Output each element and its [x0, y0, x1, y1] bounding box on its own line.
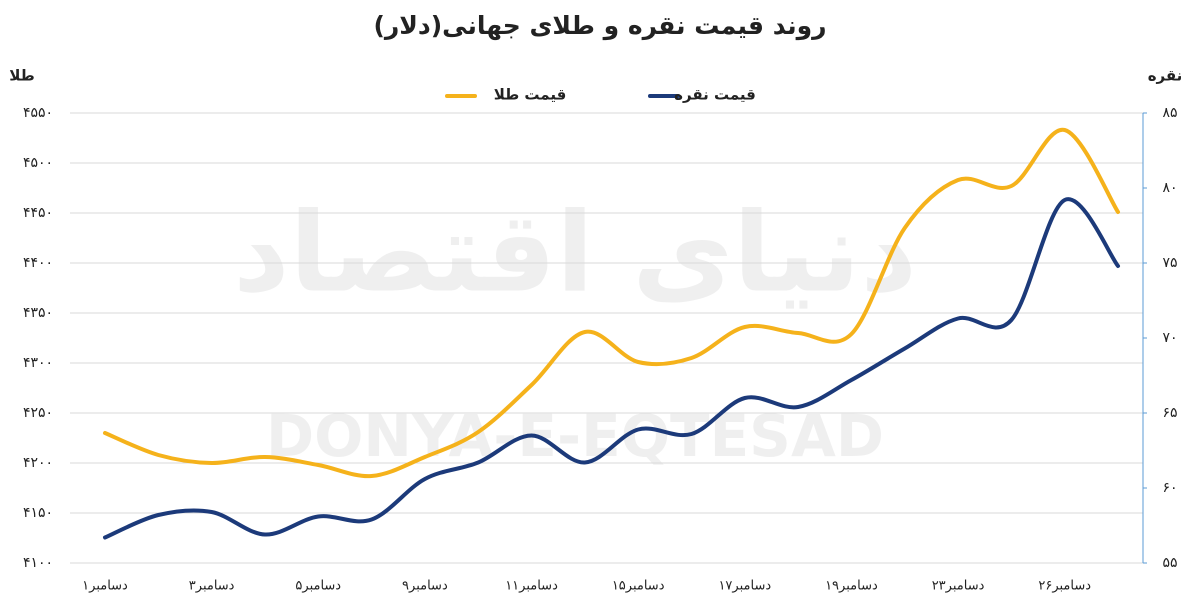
y2-tick-label: ۸۰ — [1162, 180, 1177, 196]
y-tick-label: ۴۱۵۰ — [23, 505, 53, 521]
x-tick-label: ۳دسامبر — [189, 579, 235, 594]
x-tick-label: ۱۵دسامبر — [612, 579, 665, 594]
x-tick-label: ۲۳دسامبر — [932, 579, 985, 594]
x-tick-label: ۱دسامبر — [82, 579, 128, 594]
y-tick-label: ۴۱۰۰ — [23, 555, 53, 571]
x-tick-label: ۱۱دسامبر — [505, 579, 558, 594]
y-tick-label: ۴۲۵۰ — [23, 405, 53, 421]
y2-tick-label: ۶۰ — [1162, 480, 1177, 496]
x-tick-label: ۵دسامبر — [295, 579, 341, 594]
y-tick-label: ۴۳۰۰ — [23, 355, 53, 371]
y-tick-label: ۴۵۰۰ — [23, 155, 53, 171]
y2-tick-label: ۷۰ — [1162, 330, 1177, 346]
line-series — [103, 127, 1120, 479]
y-tick-label: ۴۴۵۰ — [23, 205, 53, 221]
y2-tick-label: ۷۵ — [1162, 255, 1177, 271]
y-tick-label: ۴۲۰۰ — [23, 455, 53, 471]
y-tick-label: ۴۳۵۰ — [23, 305, 53, 321]
legend-label: قیمت نقره — [674, 86, 756, 104]
x-tick-label: ۲۶دسامبر — [1038, 579, 1091, 594]
line-series — [103, 197, 1120, 540]
legend-label: قیمت طلا — [494, 86, 567, 104]
watermark-logo: دنیای اقتصاد — [233, 188, 917, 316]
y2-tick-label: ۵۵ — [1162, 555, 1177, 571]
y2-tick-label: ۶۵ — [1162, 405, 1177, 421]
y-axis-label: طلا — [9, 67, 35, 85]
chart-title: روند قیمت نقره و طلای جهانی(دلار) — [373, 11, 826, 41]
y2-tick-label: ۸۵ — [1162, 105, 1177, 121]
x-tick-label: ۱۹دسامبر — [825, 579, 878, 594]
x-tick-label: ۹دسامبر — [402, 579, 448, 594]
y-tick-label: ۴۴۰۰ — [23, 255, 53, 271]
y2-axis-label: نقره — [1148, 67, 1183, 85]
y-tick-label: ۴۵۵۰ — [23, 105, 53, 121]
x-tick-label: ۱۷دسامبر — [718, 579, 771, 594]
